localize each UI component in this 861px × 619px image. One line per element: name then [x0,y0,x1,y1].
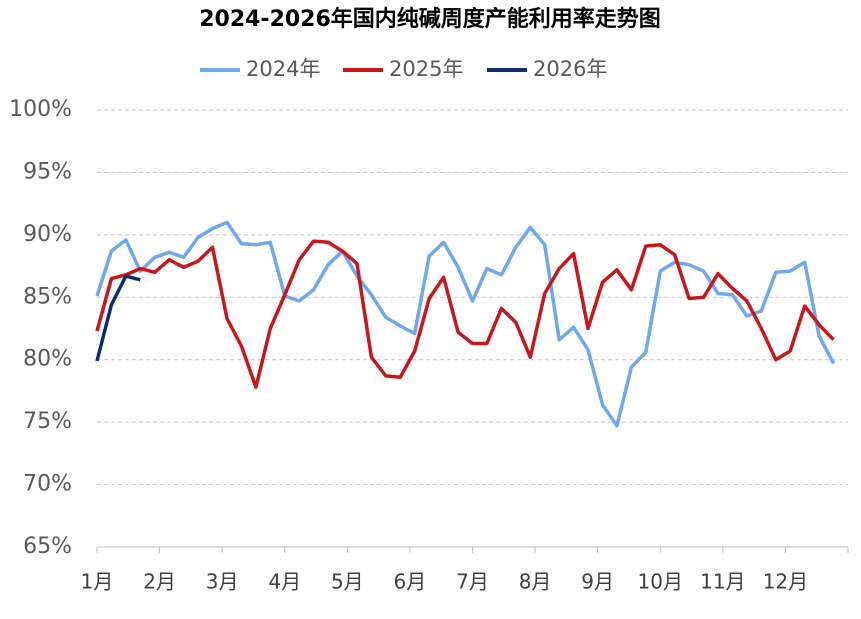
x-tick-label: 3月 [206,570,239,594]
x-tick-label: 2月 [143,570,176,594]
legend-label: 2026年 [533,57,607,81]
x-tick-label: 1月 [81,570,114,594]
x-tick-label: 11月 [700,570,745,594]
x-tick-label: 9月 [581,570,614,594]
chart-title: 2024-2026年国内纯碱周度产能利用率走势图 [199,6,661,32]
y-tick-label: 90% [23,222,72,247]
x-tick-label: 4月 [268,570,301,594]
x-tick-label: 6月 [394,570,427,594]
x-tick-label: 8月 [519,570,552,594]
legend-label: 2024年 [246,57,320,81]
series-line [95,239,835,389]
y-tick-label: 85% [23,284,72,309]
x-tick-label: 10月 [638,570,683,594]
y-tick-label: 95% [23,159,72,184]
x-tick-label: 7月 [456,570,489,594]
y-tick-label: 70% [23,472,72,497]
y-tick-label: 65% [23,534,72,559]
y-tick-label: 100% [9,97,72,122]
legend-label: 2025年 [389,57,463,81]
series-line [95,274,141,362]
x-tick-label: 12月 [763,570,808,594]
x-tick-label: 5月 [331,570,364,594]
y-tick-label: 80% [23,347,72,372]
y-tick-label: 75% [23,409,72,434]
